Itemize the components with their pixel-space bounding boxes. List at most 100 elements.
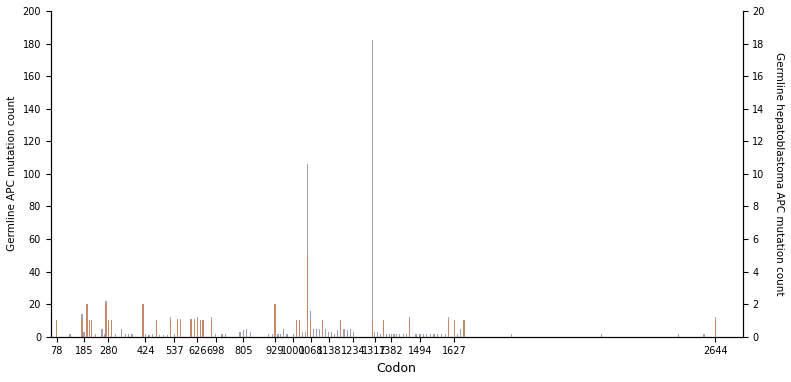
Bar	[453, 320, 455, 337]
Bar	[145, 333, 146, 337]
Bar	[340, 320, 342, 337]
Bar	[121, 329, 123, 337]
Bar	[437, 333, 438, 337]
Bar	[176, 320, 178, 337]
Bar	[307, 164, 308, 337]
Bar	[131, 333, 133, 337]
Bar	[307, 255, 308, 337]
Bar	[678, 333, 679, 337]
Bar	[108, 320, 109, 337]
Bar	[703, 333, 705, 337]
Bar	[296, 320, 297, 337]
Bar	[89, 320, 90, 337]
Bar	[239, 332, 240, 337]
Bar	[202, 327, 203, 337]
Bar	[409, 317, 410, 337]
Bar	[322, 325, 324, 337]
Bar	[197, 317, 198, 337]
Bar	[600, 333, 602, 337]
Bar	[403, 333, 404, 337]
Bar	[56, 320, 57, 337]
Bar	[86, 308, 88, 337]
Bar	[280, 333, 281, 337]
Bar	[167, 335, 168, 337]
Bar	[81, 314, 83, 337]
Bar	[353, 332, 354, 337]
Bar	[197, 320, 198, 337]
Bar	[271, 333, 273, 337]
Bar	[433, 333, 434, 337]
Bar	[430, 333, 431, 337]
Bar	[441, 333, 442, 337]
Bar	[81, 320, 83, 337]
Bar	[111, 320, 112, 337]
Bar	[511, 333, 512, 337]
Bar	[340, 324, 342, 337]
Bar	[215, 333, 217, 337]
Bar	[246, 329, 248, 337]
Bar	[337, 330, 338, 337]
Bar	[274, 304, 276, 337]
Bar	[180, 319, 181, 337]
Bar	[396, 333, 397, 337]
Bar	[89, 320, 90, 337]
Bar	[170, 320, 171, 337]
Bar	[142, 304, 144, 337]
Bar	[346, 330, 348, 337]
Bar	[415, 333, 417, 337]
Bar	[249, 332, 251, 337]
Bar	[176, 319, 178, 337]
Bar	[426, 333, 427, 337]
Bar	[56, 320, 57, 337]
Bar	[200, 320, 201, 337]
Bar	[268, 333, 269, 337]
Y-axis label: Germline hepatoblastoma APC mutation count: Germline hepatoblastoma APC mutation cou…	[774, 52, 784, 296]
Bar	[174, 333, 175, 337]
Bar	[211, 317, 212, 337]
Bar	[105, 304, 107, 337]
Bar	[286, 333, 288, 337]
Bar	[302, 332, 303, 337]
Bar	[374, 332, 375, 337]
Y-axis label: Germline APC mutation count: Germline APC mutation count	[7, 96, 17, 251]
Bar	[399, 333, 400, 337]
Bar	[312, 329, 314, 337]
Bar	[225, 333, 226, 337]
Bar	[299, 324, 300, 337]
Bar	[163, 335, 165, 337]
Bar	[419, 333, 421, 337]
Bar	[152, 333, 153, 337]
Bar	[202, 320, 203, 337]
Bar	[334, 333, 335, 337]
Bar	[194, 319, 195, 337]
Bar	[156, 324, 157, 337]
Bar	[104, 333, 105, 337]
Bar	[84, 332, 85, 337]
Bar	[423, 333, 424, 337]
Bar	[124, 333, 126, 337]
Bar	[296, 320, 297, 337]
Bar	[86, 304, 88, 337]
Bar	[310, 320, 312, 337]
Bar	[377, 332, 378, 337]
Bar	[372, 320, 373, 337]
Bar	[111, 320, 112, 337]
Bar	[91, 320, 93, 337]
Bar	[128, 333, 129, 337]
Bar	[221, 333, 222, 337]
Bar	[108, 320, 109, 337]
Bar	[714, 317, 716, 337]
Bar	[299, 320, 300, 337]
X-axis label: Codon: Codon	[377, 362, 417, 375]
Bar	[325, 329, 326, 337]
Bar	[293, 333, 294, 337]
Bar	[142, 304, 144, 337]
Bar	[445, 333, 446, 337]
Bar	[391, 333, 392, 337]
Bar	[460, 329, 461, 337]
Bar	[383, 320, 384, 337]
Bar	[159, 335, 161, 337]
Bar	[409, 320, 410, 337]
Bar	[180, 320, 181, 337]
Bar	[274, 304, 276, 337]
